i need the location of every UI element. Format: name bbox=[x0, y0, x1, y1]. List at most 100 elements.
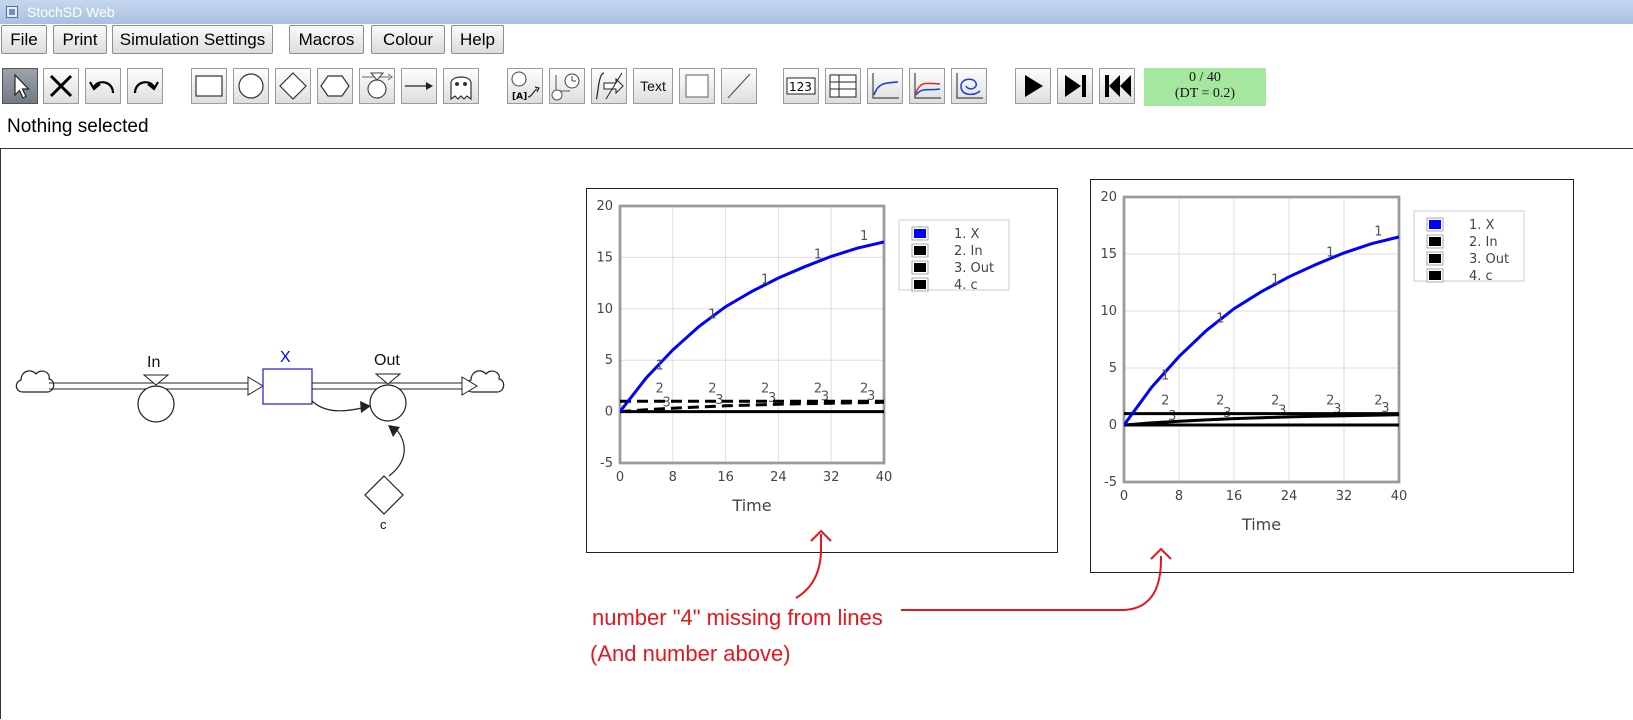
x-axis-label: Time bbox=[731, 496, 771, 515]
step-forward-icon bbox=[1065, 75, 1086, 97]
y-tick-label: 15 bbox=[596, 250, 613, 265]
source-cloud-icon[interactable] bbox=[15, 370, 55, 393]
time-plot-2[interactable]: 0 8 16 24 32 40 -5 0 5 10 15 20 Time 3 3 3 3 3 2 2 2 2 2 1 1 1 1 1 1… bbox=[1090, 179, 1574, 573]
number-box-tool-button[interactable]: 123 bbox=[783, 68, 819, 104]
inflow-arrowhead bbox=[247, 376, 264, 396]
series-marker-3: 3 bbox=[1381, 401, 1389, 416]
app-icon bbox=[6, 6, 18, 18]
text-reference-tool-button[interactable]: [A] bbox=[507, 68, 543, 104]
outflow-valve[interactable] bbox=[374, 373, 402, 385]
xy-plot-tool-button[interactable] bbox=[951, 68, 987, 104]
series-marker-2: 2 bbox=[761, 381, 769, 396]
rectangle-tool-button[interactable] bbox=[679, 68, 715, 104]
annotation-line-2: (And number above) bbox=[590, 641, 791, 666]
stock-tool-button[interactable] bbox=[191, 68, 227, 104]
delete-button[interactable] bbox=[43, 68, 79, 104]
flow-in-rate[interactable] bbox=[137, 385, 175, 423]
ghost-tool-button[interactable] bbox=[443, 68, 479, 104]
series-marker-1: 1 bbox=[860, 229, 868, 244]
series-marker-3: 3 bbox=[662, 396, 670, 411]
legend-swatch bbox=[914, 280, 926, 289]
reset-button[interactable] bbox=[1099, 68, 1135, 104]
flow-out-label: Out bbox=[374, 352, 400, 369]
legend-label: 4. c bbox=[1469, 269, 1493, 284]
link-c-to-out[interactable] bbox=[388, 426, 405, 477]
delete-icon bbox=[49, 74, 73, 98]
stock-x-label: X bbox=[280, 349, 291, 366]
series-marker-1: 1 bbox=[1216, 311, 1224, 326]
series-line-1 bbox=[620, 240, 884, 413]
menu-macros[interactable]: Macros bbox=[289, 25, 364, 54]
menu-colour[interactable]: Colour bbox=[371, 25, 445, 54]
link-stock-to-out[interactable] bbox=[311, 400, 367, 412]
converter-tool-button[interactable] bbox=[591, 68, 627, 104]
menu-file[interactable]: File bbox=[1, 25, 47, 54]
compare-plot-tool-button[interactable] bbox=[909, 68, 945, 104]
series-marker-1: 1 bbox=[1271, 273, 1279, 288]
series-marker-1: 1 bbox=[1374, 225, 1382, 240]
plot-area bbox=[618, 204, 886, 465]
svg-text:[A]: [A] bbox=[512, 92, 527, 102]
line-tool-button[interactable] bbox=[721, 68, 757, 104]
legend-label: 3. Out bbox=[1469, 252, 1509, 267]
series-marker-1: 1 bbox=[1326, 245, 1334, 260]
flow-tool-button[interactable] bbox=[233, 68, 269, 104]
ghost-icon bbox=[450, 76, 472, 101]
y-tick-label: 5 bbox=[1109, 361, 1117, 376]
series-marker-3: 3 bbox=[715, 393, 723, 408]
redo-button[interactable] bbox=[127, 68, 163, 104]
auxiliary-tool-button[interactable] bbox=[275, 68, 311, 104]
timer-tool-button[interactable] bbox=[549, 68, 585, 104]
link-tool-button[interactable] bbox=[401, 68, 437, 104]
legend-swatch bbox=[914, 229, 926, 238]
menu-print[interactable]: Print bbox=[53, 25, 107, 54]
auxiliary-c[interactable] bbox=[364, 475, 404, 515]
x-tick-label: 8 bbox=[1175, 489, 1183, 504]
y-tick-label: 10 bbox=[596, 302, 613, 317]
step-button[interactable] bbox=[1057, 68, 1093, 104]
inflow-valve[interactable] bbox=[142, 374, 170, 386]
series-line-3 bbox=[620, 400, 884, 414]
legend-swatch bbox=[914, 263, 926, 272]
series-marker-3: 3 bbox=[1333, 402, 1341, 417]
pointer-tool-button[interactable] bbox=[2, 68, 38, 104]
y-tick-label: 0 bbox=[605, 405, 613, 420]
x-tick-label: 24 bbox=[1281, 489, 1298, 504]
flow-out-rate[interactable] bbox=[369, 384, 407, 422]
text-tool-label: Text bbox=[640, 78, 666, 94]
time-plot-tool-button[interactable] bbox=[867, 68, 903, 104]
series-marker-1: 1 bbox=[814, 248, 822, 263]
model-canvas[interactable]: In X Out c 0 8 16 24 32 40 -5 0 5 10 15 20 Time 3 3 3 3 3… bbox=[0, 148, 1633, 719]
plot-border bbox=[618, 204, 886, 465]
undo-icon bbox=[89, 81, 115, 94]
time-plot-1[interactable]: 0 8 16 24 32 40 -5 0 5 10 15 20 Time 3 3 3 3 3 2 2 2 2 2 1 1 1 1 1 1… bbox=[586, 188, 1058, 553]
legend-label: 4. c bbox=[954, 278, 978, 293]
arrow-right-icon bbox=[405, 82, 433, 90]
y-tick-label: 10 bbox=[1100, 304, 1117, 319]
series-marker-1: 1 bbox=[708, 307, 716, 322]
table-tool-button[interactable] bbox=[825, 68, 861, 104]
time-plot-icon bbox=[872, 73, 899, 99]
rewind-icon bbox=[1105, 75, 1131, 97]
menu-simulation-settings[interactable]: Simulation Settings bbox=[112, 25, 273, 54]
plot-area bbox=[1122, 195, 1401, 484]
series-marker-2: 2 bbox=[1374, 394, 1382, 409]
y-tick-label: 20 bbox=[596, 199, 613, 214]
pointer-icon bbox=[14, 73, 30, 99]
constant-tool-button[interactable] bbox=[317, 68, 353, 104]
series-marker-3: 3 bbox=[821, 390, 829, 405]
x-tick-label: 32 bbox=[1336, 489, 1353, 504]
series-marker-2: 2 bbox=[814, 381, 822, 396]
converter-icon bbox=[595, 72, 624, 100]
table-icon bbox=[829, 74, 857, 98]
stock-x[interactable] bbox=[262, 368, 313, 405]
timer-icon bbox=[551, 73, 580, 101]
x-tick-label: 0 bbox=[616, 470, 624, 485]
text-tool-button[interactable]: Text bbox=[633, 68, 673, 104]
menu-help[interactable]: Help bbox=[451, 25, 504, 54]
legend-label: 2. In bbox=[1469, 235, 1498, 250]
undo-button[interactable] bbox=[85, 68, 121, 104]
run-button[interactable] bbox=[1015, 68, 1051, 104]
series-marker-2: 2 bbox=[655, 381, 663, 396]
rate-tool-button[interactable] bbox=[359, 68, 395, 104]
